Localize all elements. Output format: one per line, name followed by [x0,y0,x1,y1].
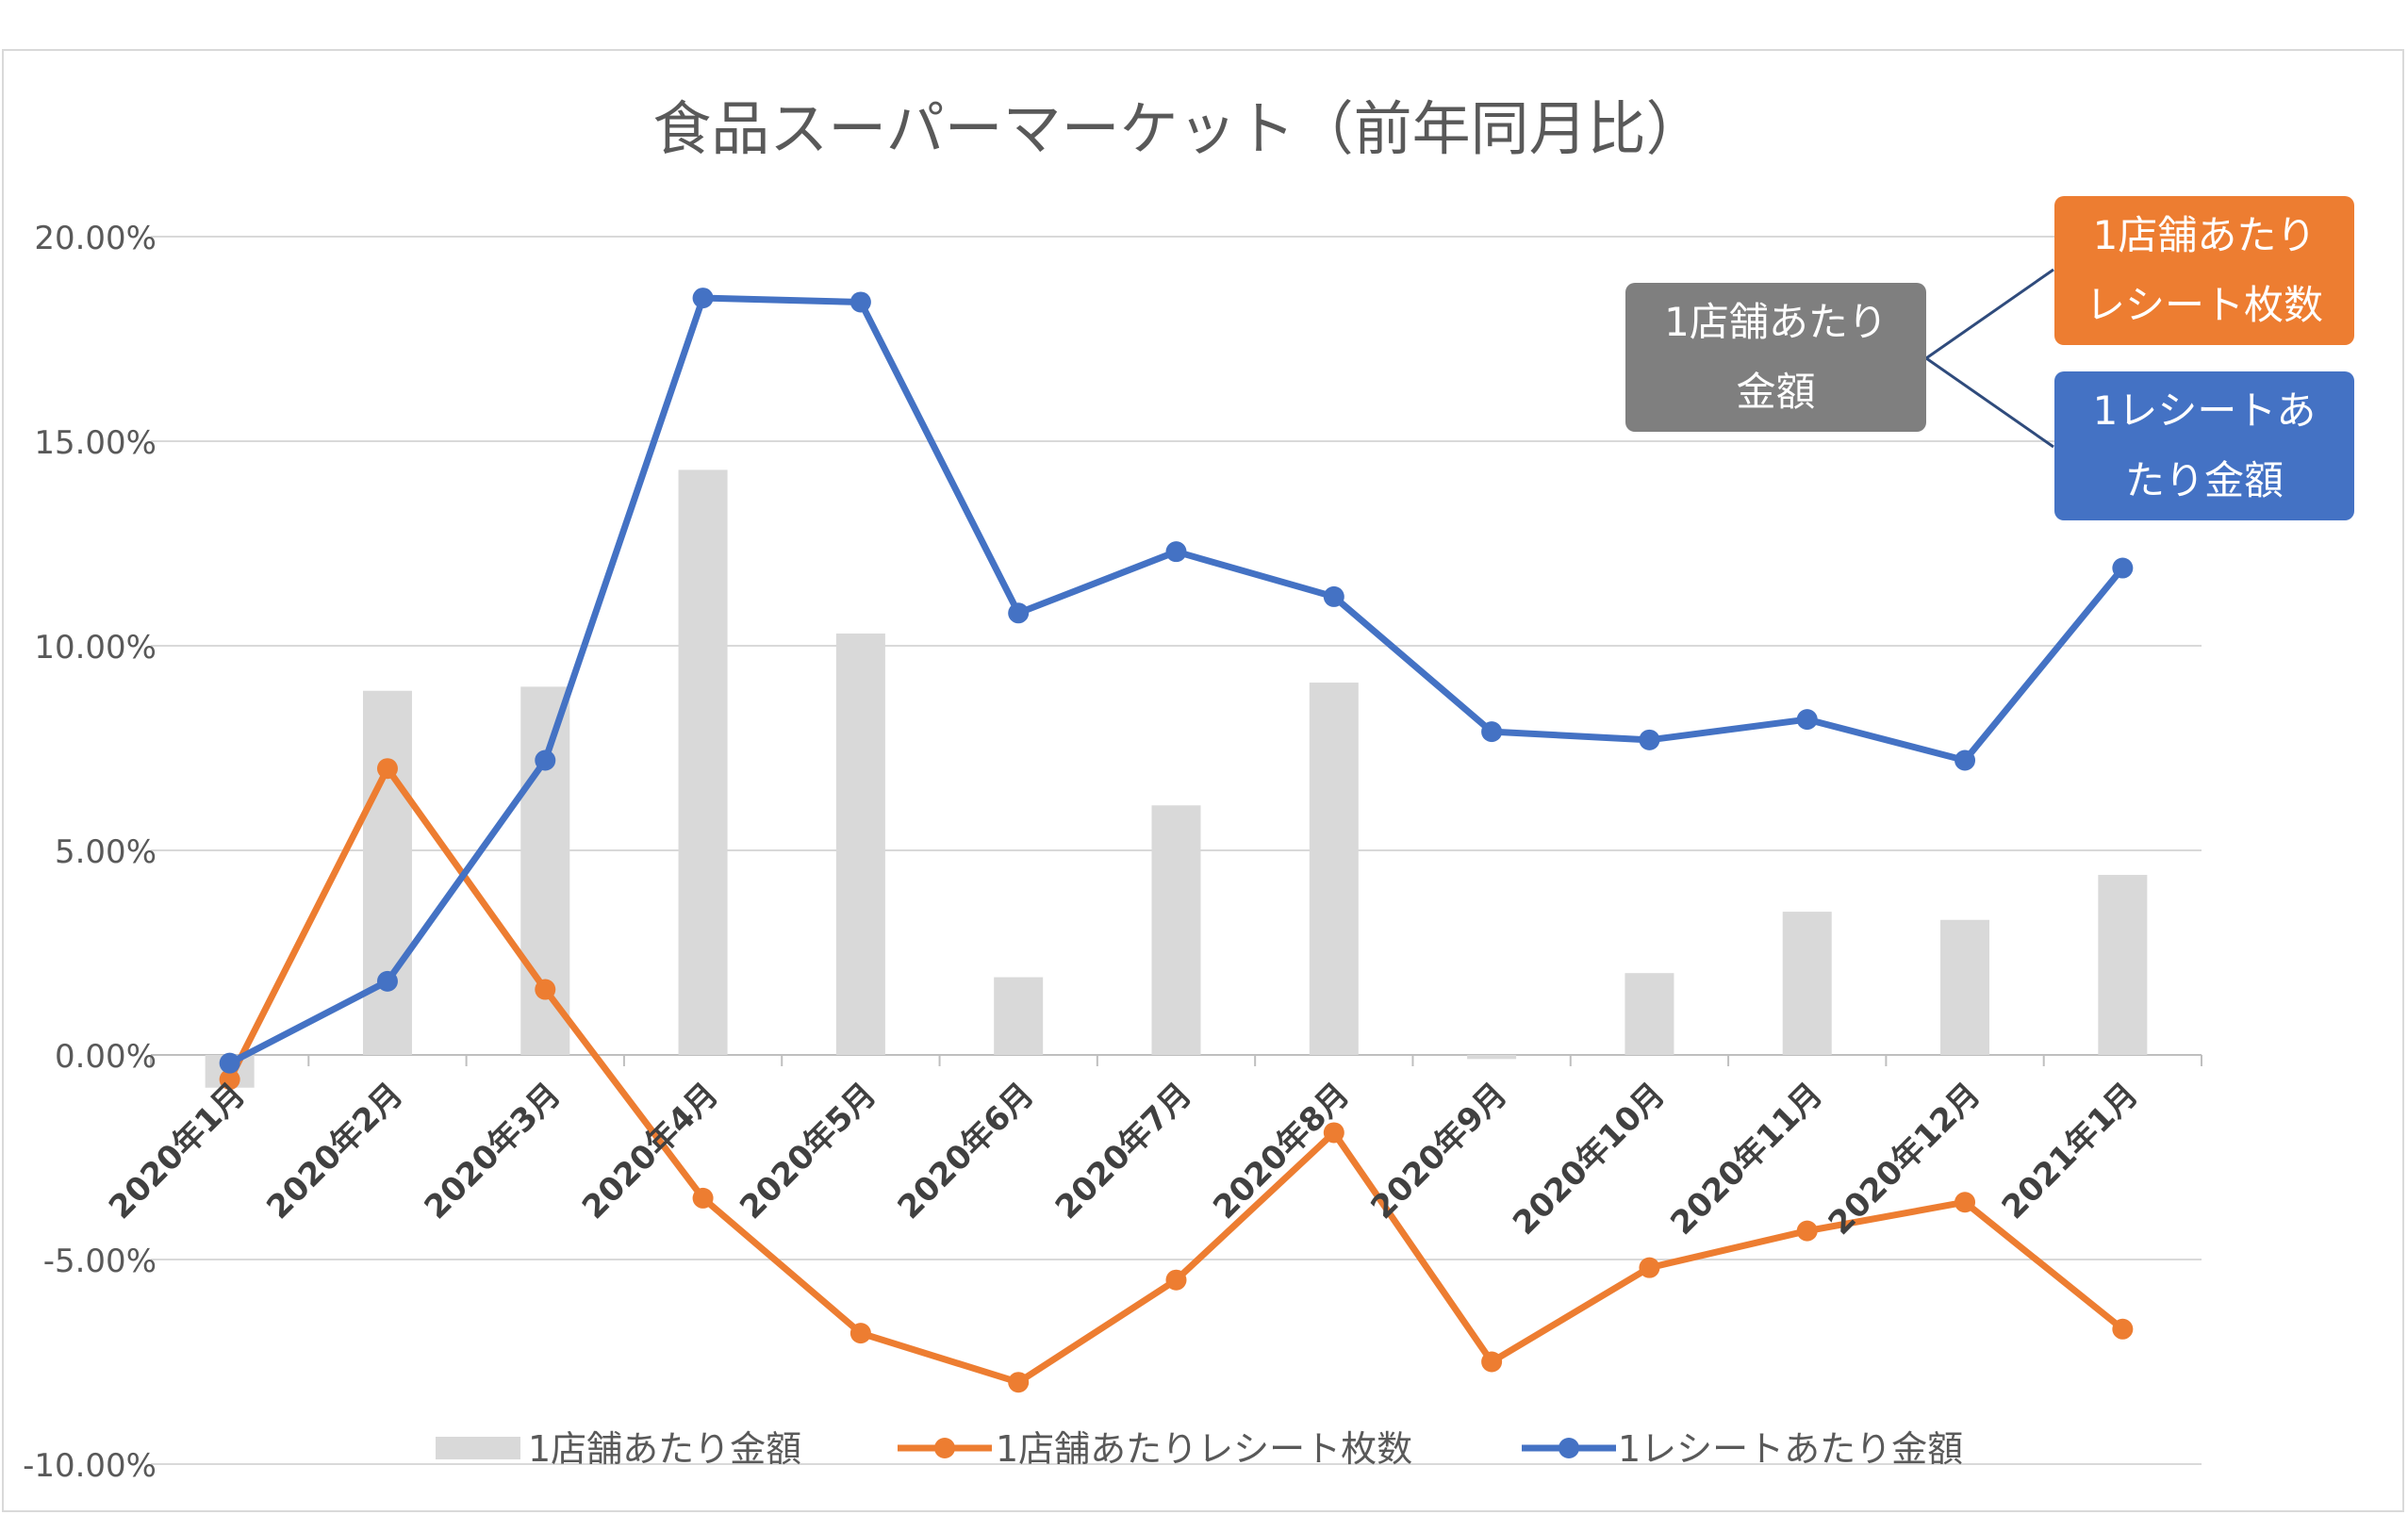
x-tick-label: 2020年7月 [1048,1076,1199,1227]
callout-receipts-per-store: 1店舗あたり レシート枚数 [2054,196,2354,345]
x-tick-label: 2020年1月 [102,1076,253,1227]
line-point [2112,557,2134,579]
line-point [376,970,398,992]
line-point [535,749,556,771]
callout-amount-per-receipt-line1: 1レシートあ [2092,387,2317,434]
line-point [1165,1269,1187,1291]
x-tick-label: 2020年3月 [418,1076,569,1227]
y-tick-label: 20.00% [34,220,157,257]
y-axis-tick-labels: 20.00% 15.00% 10.00% 5.00% 0.00% -5.00% -10.00… [23,220,157,1485]
connector-to-orange [1925,268,2054,360]
callout-amount-per-receipt: 1レシートあ たり金額 [2054,371,2354,520]
x-tick-label: 2020年9月 [1363,1076,1514,1227]
line-point [1008,1372,1030,1393]
line-series [219,288,2134,1393]
x-tick-label: 2020年12月 [1822,1076,1988,1243]
x-tick-label: 2020年10月 [1506,1076,1673,1243]
bar [1940,919,1990,1055]
legend-marker [934,1438,955,1458]
y-tick-label: -5.00% [43,1243,157,1280]
line-point [849,291,871,313]
x-tick-label: 2020年11月 [1663,1076,1830,1243]
legend-label: 1店舗あたりレシート枚数 [996,1428,1412,1470]
line-point [1954,749,1976,771]
bar [1309,683,1359,1055]
line-point [1639,1257,1660,1278]
callout-store-amount: 1店舗あたり 金額 [1625,283,1926,432]
y-tick-label: 15.00% [34,424,157,462]
x-tick-label: 2020年5月 [733,1076,883,1227]
bar [362,690,412,1055]
bar [1782,912,1832,1055]
line-point [1796,709,1818,731]
bar [1467,1055,1517,1060]
chart-title: 食品スーパーマーケット（前年同月比） [652,94,1704,163]
line-point [1796,1220,1818,1242]
line-point [1481,721,1503,743]
legend-label: 1レシートあたり金額 [1618,1428,1963,1470]
bar [1625,973,1674,1055]
line-point [219,1069,240,1091]
bar [835,633,885,1055]
line-point [1639,729,1660,750]
callout-amount-per-receipt-line2: たり金額 [2124,457,2284,503]
line-point [1165,541,1187,563]
line-point [1954,1192,1976,1213]
legend-swatch-bar [436,1437,520,1459]
x-tick-label: 2020年6月 [891,1076,1042,1227]
x-tick-label: 2021年1月 [1995,1076,2146,1227]
line-point [376,758,398,780]
gridlines [150,236,2202,1465]
x-axis-tick-labels: 2020年1月 2020年2月 2020年3月 2020年4月 2020年5月 2020年… [102,1076,2146,1243]
line-point [219,1052,240,1074]
line-point [535,979,556,1000]
line-point [1323,1122,1344,1144]
line-point [1008,602,1030,624]
legend-marker [1559,1438,1579,1458]
callout-connectors [1925,268,2054,449]
y-tick-label: -10.00% [23,1447,157,1485]
y-tick-label: 5.00% [55,833,157,871]
bar [994,977,1044,1055]
legend-label: 1店舗あたり金額 [528,1428,801,1470]
legend: 1店舗あたり金額 1店舗あたりレシート枚数 1レシートあたり金額 [436,1428,1963,1470]
line-point [2112,1318,2134,1340]
y-tick-label: 0.00% [55,1038,157,1076]
connector-to-blue [1925,356,2054,449]
line-point [1323,585,1344,607]
y-tick-label: 10.00% [34,629,157,667]
bar [678,469,728,1055]
bar-series [205,469,2148,1088]
x-tick-label: 2020年8月 [1206,1076,1357,1227]
line-point [692,1187,714,1209]
x-tick-label: 2020年2月 [259,1076,410,1227]
callout-receipts-line1: 1店舗あたり [2092,212,2317,258]
callout-store-amount-line2: 金額 [1736,369,1816,415]
line-point [849,1323,871,1344]
bar [2098,875,2148,1055]
callout-receipts-line2: レシート枚数 [2085,282,2323,328]
line-point [1481,1351,1503,1373]
line-point [692,288,714,309]
bar [1151,805,1201,1055]
callout-store-amount-line1: 1店舗あたり [1664,299,1888,345]
